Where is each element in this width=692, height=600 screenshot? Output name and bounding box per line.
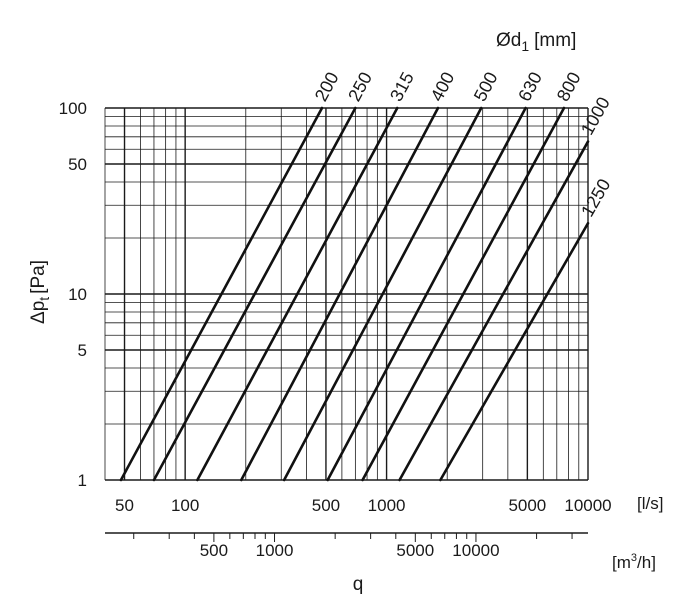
series-line-1000 — [398, 140, 590, 482]
x-unit-ls: [l/s] — [637, 494, 663, 513]
x-tick-label-m3h: 5000 — [396, 541, 434, 560]
series-label-250: 250 — [344, 69, 376, 105]
x-unit-m3h: [m3/h] — [612, 552, 656, 572]
series-label-1000: 1000 — [577, 94, 614, 139]
series-line-1250 — [439, 221, 590, 482]
y-tick-label: 100 — [59, 99, 87, 118]
x-tick-label-m3h: 10000 — [452, 541, 499, 560]
y-tick-label: 1 — [78, 471, 87, 490]
x-tick-label-ls: 10000 — [564, 496, 611, 515]
series-label-200: 200 — [311, 69, 343, 105]
series-line-500 — [282, 106, 483, 482]
series-line-250 — [152, 106, 357, 482]
x-tick-label-ls: 5000 — [508, 496, 546, 515]
series-label-500: 500 — [470, 69, 502, 105]
x-tick-label-m3h: 1000 — [256, 541, 294, 560]
y-tick-label: 50 — [68, 155, 87, 174]
x-tick-label-ls: 50 — [115, 496, 134, 515]
x-axis-title: q — [353, 574, 364, 595]
y-tick-label: 5 — [78, 341, 87, 360]
series-line-800 — [361, 106, 566, 482]
y-tick-labels: 1 5 10 50 100 — [59, 99, 87, 490]
y-axis-title: Δpt[Pa] — [28, 260, 52, 324]
x-tick-label-m3h: 500 — [200, 541, 228, 560]
series-line-630 — [326, 106, 527, 482]
x-tick-label-ls: 100 — [171, 496, 199, 515]
x-tick-labels-m3h: 500 1000 5000 10000 — [200, 541, 500, 560]
series-label-315: 315 — [386, 69, 418, 105]
x-tick-labels-ls: 50 100 500 1000 5000 10000 — [115, 496, 612, 515]
grid-major — [105, 107, 589, 481]
series-label-400: 400 — [427, 69, 459, 105]
series-line-200 — [119, 106, 324, 482]
series-line-400 — [240, 106, 440, 482]
series-lines — [119, 106, 590, 482]
series-line-315 — [196, 106, 399, 482]
x-tick-label-ls: 500 — [312, 496, 340, 515]
m3h-axis-minor-ticks — [133, 533, 573, 542]
y-tick-label: 10 — [68, 285, 87, 304]
series-label-630: 630 — [514, 69, 546, 105]
series-label-800: 800 — [553, 69, 585, 105]
x-tick-label-ls: 1000 — [368, 496, 406, 515]
legend-title: Ød1 [mm] — [496, 30, 576, 54]
